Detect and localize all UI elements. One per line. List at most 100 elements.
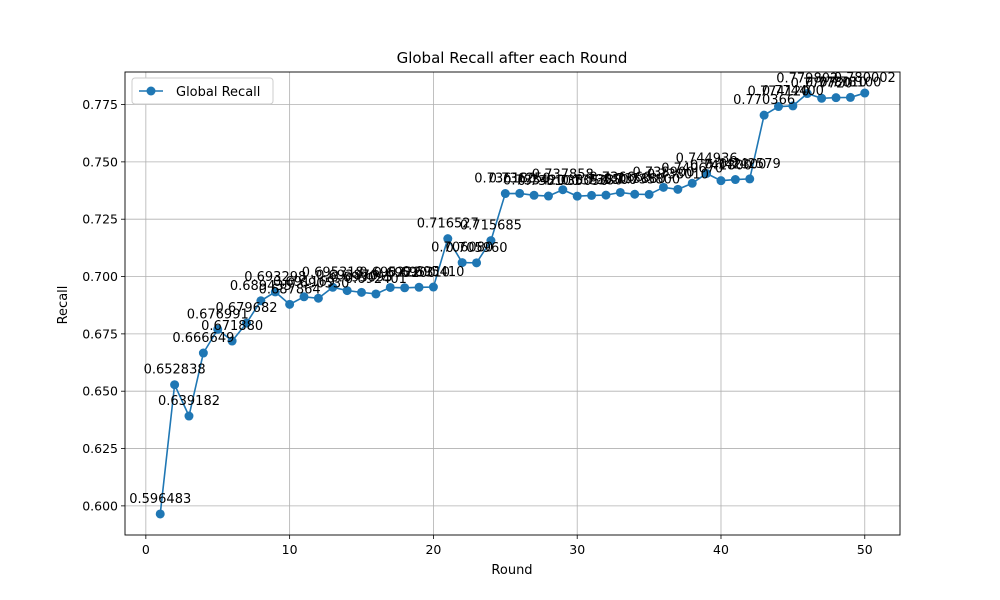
x-tick-label: 30 (569, 542, 585, 557)
data-point (730, 175, 740, 185)
data-point (285, 299, 295, 309)
x-tick-label: 40 (713, 542, 729, 557)
data-label: 0.715685 (460, 219, 522, 234)
data-point (774, 102, 784, 112)
data-point (558, 185, 568, 195)
data-label: 0.742579 (719, 157, 781, 172)
data-point (213, 324, 223, 334)
data-label: 0.778010 (805, 76, 867, 91)
x-axis-label: Round (491, 563, 532, 578)
series-layer (155, 88, 870, 519)
data-point (400, 283, 410, 293)
data-label: 0.741800 (690, 159, 752, 174)
data-label: 0.738900 (632, 165, 694, 180)
data-label: 0.780002 (834, 71, 896, 86)
data-label: 0.695318 (302, 265, 364, 280)
data-point (615, 187, 625, 197)
data-point (428, 282, 438, 292)
data-label: 0.735500 (575, 173, 637, 188)
data-point (457, 258, 467, 268)
data-point (170, 380, 180, 390)
y-tick-label: 0.700 (82, 269, 118, 284)
data-label: 0.740670 (661, 161, 723, 176)
x-tick-label: 0 (142, 542, 150, 557)
chart-title: Global Recall after each Round (397, 49, 628, 67)
plot-frame (124, 71, 901, 536)
x-tick-label: 10 (282, 542, 298, 557)
data-point (543, 191, 553, 201)
data-point (673, 184, 683, 194)
data-label: 0.706080 (431, 241, 493, 256)
data-label: 0.737858 (532, 168, 594, 183)
data-label: 0.736660 (589, 170, 651, 185)
data-label: 0.777720 (791, 76, 853, 91)
data-point (328, 282, 338, 292)
data-label: 0.736250 (489, 171, 551, 186)
data-point (256, 296, 266, 306)
data-point (299, 292, 309, 302)
data-label: 0.639182 (158, 394, 220, 409)
data-label: 0.735050 (546, 174, 608, 189)
data-point (587, 190, 597, 200)
data-label: 0.679682 (215, 301, 277, 316)
data-point (759, 110, 769, 120)
data-label: 0.695410 (402, 265, 464, 280)
data-label: 0.666649 (172, 331, 234, 346)
data-label: 0.770366 (733, 93, 795, 108)
data-label: 0.705960 (446, 241, 508, 256)
data-label: 0.736180 (474, 172, 536, 187)
y-tick-label: 0.775 (82, 97, 118, 112)
y-tick-label: 0.600 (82, 498, 118, 513)
data-label: 0.735880 (604, 172, 666, 187)
data-label: 0.691169 (273, 275, 335, 290)
data-point (687, 178, 697, 188)
x-axis: 0 10 20 30 40 50 (142, 535, 873, 557)
data-label: 0.738010 (647, 167, 709, 182)
data-label: 0.692401 (345, 272, 407, 287)
data-point (860, 88, 870, 98)
data-label: 0.695100 (374, 266, 436, 281)
y-axis-label: Recall (56, 286, 71, 325)
data-point (184, 411, 194, 421)
data-point (802, 89, 812, 99)
data-point (371, 289, 381, 299)
data-label: 0.774400 (762, 84, 824, 99)
data-point (241, 318, 251, 328)
data-point (472, 258, 482, 268)
data-label: 0.689435 (230, 279, 292, 294)
grid (125, 72, 900, 535)
data-point (515, 188, 525, 198)
legend-box (131, 77, 274, 105)
y-tick-label: 0.650 (82, 384, 118, 399)
legend-point-marker (146, 86, 156, 96)
data-label: 0.778100 (819, 75, 881, 90)
x-tick-label: 50 (857, 542, 873, 557)
data-label: 0.695222 (359, 265, 421, 280)
data-point (745, 174, 755, 184)
data-point (658, 182, 668, 192)
data-point (357, 287, 367, 297)
data-labels: 0.596483 0.652838 0.639182 0.666649 0.676991… (129, 71, 896, 507)
y-tick-label: 0.725 (82, 212, 118, 227)
legend-label: Global Recall (176, 85, 260, 100)
data-point (601, 190, 611, 200)
data-label: 0.779802 (776, 72, 838, 87)
data-label: 0.695310 (388, 265, 450, 280)
data-label: 0.596483 (129, 492, 191, 507)
y-axis: 0.600 0.625 0.650 0.675 0.700 0.725 0.750 0.775 (82, 97, 125, 513)
data-point (342, 286, 352, 296)
data-point (644, 189, 654, 199)
y-tick-label: 0.675 (82, 326, 118, 341)
y-tick-label: 0.625 (82, 441, 118, 456)
data-label: 0.735420 (503, 173, 565, 188)
data-point (270, 287, 280, 297)
data-point (630, 189, 640, 199)
data-label: 0.676991 (187, 307, 249, 322)
data-label: 0.693095 (331, 270, 393, 285)
data-point (817, 93, 827, 103)
data-label: 0.690530 (287, 276, 349, 291)
data-label: 0.744936 (676, 151, 738, 166)
data-point (788, 101, 798, 111)
data-label: 0.716527 (417, 217, 479, 232)
